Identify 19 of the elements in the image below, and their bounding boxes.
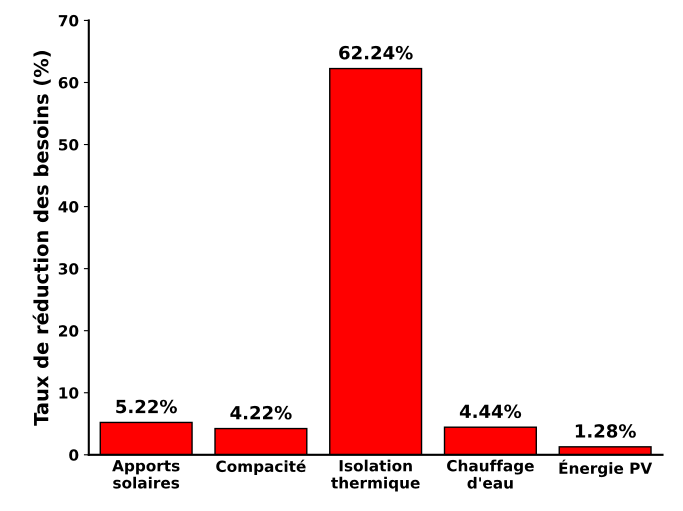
y-tick-label: 40 (58, 201, 78, 213)
data-label: 62.24% (339, 46, 413, 60)
y-tick-label: 30 (58, 263, 78, 275)
x-tick-label: Chauffage d'eau (447, 460, 534, 489)
y-tick-label: 20 (59, 325, 78, 337)
y-tick-label: 50 (58, 139, 78, 151)
data-label: 4.22% (230, 406, 292, 420)
y-tick-label: 10 (60, 387, 78, 399)
x-tick-label: Compacité (216, 460, 306, 476)
y-tick-label: 0 (69, 449, 78, 461)
data-label: 4.44% (460, 404, 522, 418)
y-tick-label: 70 (58, 14, 78, 26)
y-axis-title: Taux de réduction des besoins (%) (32, 51, 51, 426)
x-tick-label: Énergie PV (560, 460, 652, 478)
data-label: 5.22% (116, 400, 177, 414)
x-tick-label: Apports solaires (112, 460, 180, 489)
y-tick-label: 60 (58, 76, 78, 89)
x-tick-label: Isolation thermique (331, 460, 420, 492)
data-label: 1.28% (576, 424, 636, 438)
